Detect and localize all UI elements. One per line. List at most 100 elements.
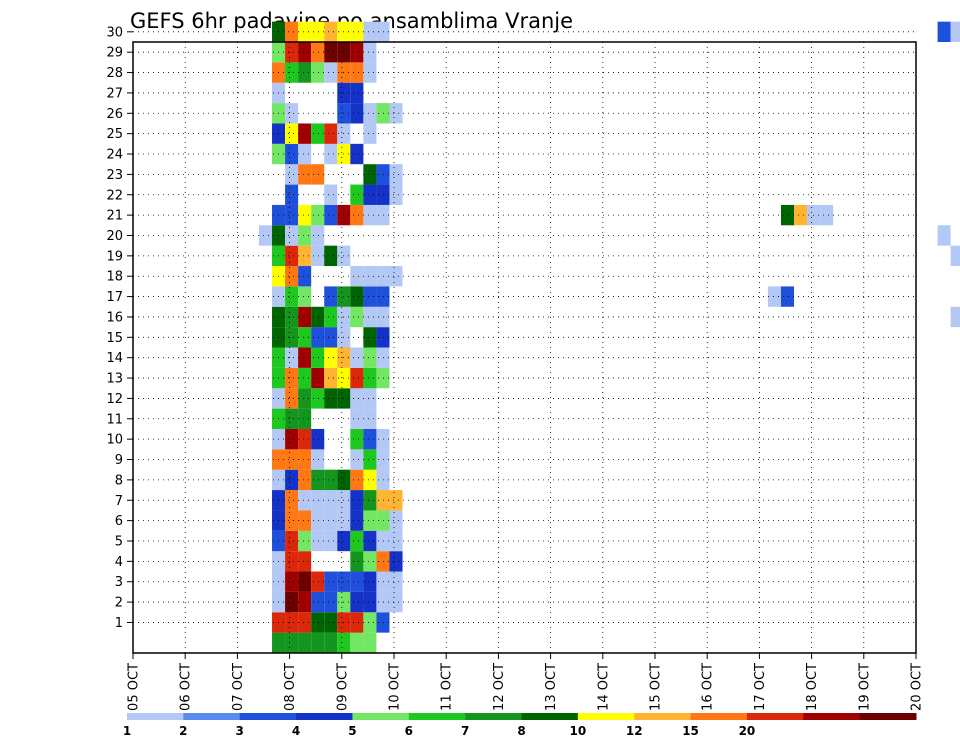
heatmap-cell: [350, 428, 364, 450]
heatmap-cell: [376, 266, 390, 287]
heatmap-cell: [937, 225, 951, 246]
heatmap-cell: [363, 286, 377, 307]
heatmap-cell: [780, 204, 795, 226]
x-tick-label: 18 OCT: [805, 663, 820, 711]
heatmap-cell: [389, 164, 403, 185]
heatmap-cell: [311, 245, 325, 267]
heatmap-cell: [285, 632, 299, 653]
heatmap-cell: [258, 225, 273, 246]
y-tick-label: 9: [115, 453, 123, 468]
colorbar-label: 4: [292, 724, 300, 738]
heatmap-cell: [376, 21, 390, 42]
heatmap-cell: [285, 469, 299, 491]
heatmap-cell: [350, 490, 364, 511]
heatmap-cell: [324, 21, 338, 42]
y-tick-label: 28: [106, 66, 123, 81]
heatmap-cell: [376, 591, 390, 613]
heatmap-cell: [298, 591, 312, 613]
heatmap-cell: [285, 42, 299, 63]
heatmap-cell: [389, 530, 403, 552]
heatmap-cell: [285, 571, 299, 592]
x-tick-label: 19 OCT: [857, 663, 872, 711]
heatmap-cell: [311, 612, 325, 633]
heatmap-cell: [298, 204, 312, 226]
x-tick-label: 15 OCT: [649, 663, 664, 711]
colorbar-swatch: [746, 713, 804, 720]
x-tick-label: 13 OCT: [544, 663, 559, 711]
y-tick-label: 18: [106, 270, 123, 285]
heatmap-cell: [324, 490, 338, 511]
y-tick-label: 15: [106, 331, 123, 346]
heatmap-cell: [272, 632, 286, 653]
heatmap-cell: [363, 428, 377, 450]
heatmap-cell: [311, 164, 325, 185]
colorbar-label: 20: [739, 724, 756, 738]
x-tick-label: 06 OCT: [179, 663, 194, 711]
heatmap-cell: [376, 164, 390, 185]
heatmap-cell: [389, 551, 403, 572]
heatmap-cell: [324, 42, 338, 63]
heatmap-cell: [350, 449, 364, 470]
colorbar-swatch: [577, 713, 635, 720]
heatmap-cell: [376, 428, 390, 450]
heatmap-cell: [350, 388, 364, 409]
y-tick-label: 25: [106, 127, 123, 142]
heatmap-cell: [285, 286, 299, 307]
heatmap-cell: [298, 21, 312, 42]
gridlines: [133, 31, 916, 653]
heatmap-cell: [376, 306, 390, 328]
heatmap-cell: [780, 286, 795, 307]
colorbar-swatch: [803, 713, 861, 720]
heatmap-cell: [324, 123, 338, 144]
heatmap-cell: [285, 530, 299, 552]
heatmap-cell: [350, 62, 364, 83]
x-tick-label: 20 OCT: [910, 663, 925, 711]
y-tick-label: 5: [115, 534, 123, 549]
colorbar-swatch: [127, 713, 184, 720]
heatmap-cell: [350, 103, 364, 124]
colorbar-label: 1: [123, 724, 131, 738]
heatmap-cell: [298, 490, 312, 511]
heatmap-cell: [285, 306, 299, 328]
colorbar-label: 12: [626, 724, 643, 738]
y-tick-label: 22: [106, 188, 123, 203]
heatmap-cell: [298, 530, 312, 552]
x-tick-label: 11 OCT: [440, 663, 455, 711]
heatmap-cell: [285, 245, 299, 267]
heatmap-cell: [350, 632, 364, 653]
colorbar-swatch: [634, 713, 692, 720]
y-tick-label: 8: [115, 473, 123, 488]
heatmap-cell: [324, 245, 338, 267]
heatmap-cell: [363, 327, 377, 348]
heatmap-cell: [298, 306, 312, 328]
heatmap-cell: [324, 367, 338, 389]
heatmap-cell: [298, 42, 312, 63]
y-tick-label: 27: [106, 86, 123, 101]
y-tick-label: 10: [106, 433, 123, 448]
y-tick-label: 19: [106, 249, 123, 264]
heatmap-cell: [767, 286, 781, 307]
y-tick-label: 7: [115, 494, 123, 509]
heatmap-cell: [285, 225, 299, 246]
heatmap-cell: [363, 164, 377, 185]
heatmap-cell: [363, 266, 377, 287]
colorbar-label: 10: [570, 724, 587, 738]
y-tick-label: 23: [106, 168, 123, 183]
heatmap-cell: [324, 347, 338, 368]
heatmap-cell: [285, 204, 299, 226]
heatmap-cell: [376, 510, 390, 531]
heatmap-cell: [376, 327, 390, 348]
heatmap-cell: [324, 306, 338, 328]
heatmap-cell: [324, 143, 338, 165]
heatmap-cell: [324, 510, 338, 531]
heatmap-cell: [363, 469, 377, 491]
heatmap-cell: [324, 184, 338, 205]
heatmap-cell: [285, 143, 299, 165]
heatmap-cell: [311, 306, 325, 328]
heatmap-cell: [298, 123, 312, 144]
heatmap-cell: [363, 612, 377, 633]
y-tick-label: 16: [106, 310, 123, 325]
colorbar-label: 15: [682, 724, 699, 738]
heatmap-cell: [376, 184, 390, 205]
heatmap-cell: [376, 103, 390, 124]
